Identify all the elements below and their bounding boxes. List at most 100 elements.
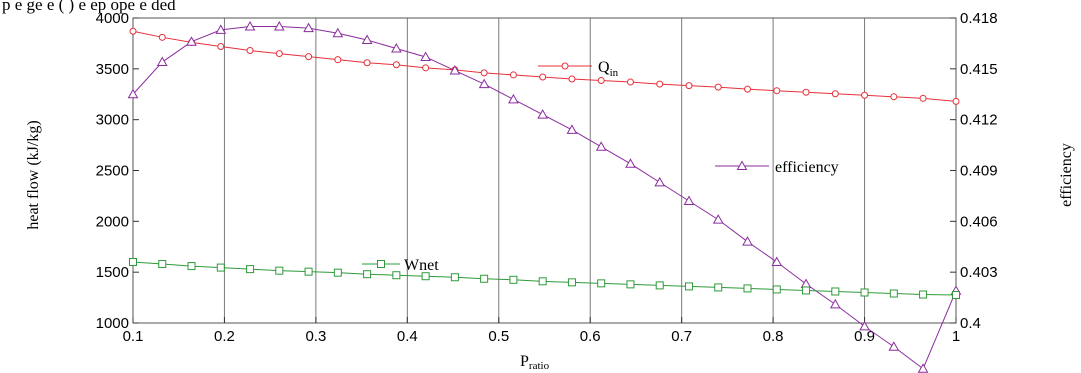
- point-efficiency: [244, 20, 256, 31]
- point-wnet: [567, 278, 576, 287]
- point-wnet: [626, 280, 635, 289]
- point-q: [246, 47, 254, 55]
- point-q: [919, 94, 927, 102]
- point-wnet: [743, 284, 752, 293]
- point-q: [158, 33, 166, 41]
- point-wnet: [392, 271, 401, 280]
- point-efficiency: [683, 195, 695, 205]
- legend-marker-wnet: [377, 260, 385, 268]
- point-q: [597, 77, 605, 85]
- y-tick-label: 2000: [96, 213, 129, 230]
- point-wnet: [304, 267, 313, 276]
- point-efficiency: [391, 42, 402, 53]
- point-q: [539, 73, 547, 81]
- point-efficiency: [566, 124, 578, 134]
- point-efficiency: [917, 363, 929, 373]
- y-tick-label: 2500: [96, 163, 129, 180]
- x-tick-label: 0.9: [854, 328, 875, 345]
- point-wnet: [158, 260, 167, 269]
- series-group: [127, 20, 962, 373]
- point-efficiency: [829, 298, 841, 309]
- point-q: [217, 42, 225, 50]
- point-wnet: [363, 270, 372, 279]
- legend-marker-q: [561, 62, 569, 70]
- point-efficiency: [186, 36, 197, 46]
- caption-fragment: p e ge e ( ) e ep ope e ded: [2, 0, 176, 14]
- x-tick-label: 0.2: [214, 328, 235, 345]
- y2-tick-label: 0.406: [960, 213, 998, 230]
- point-wnet: [919, 290, 928, 299]
- point-efficiency: [215, 24, 227, 34]
- point-q: [773, 87, 781, 95]
- point-efficiency: [800, 278, 812, 289]
- point-q: [656, 80, 664, 88]
- y-axis-label: heat flow (kJ/kg): [25, 120, 42, 229]
- point-wnet: [684, 282, 693, 291]
- y2-tick-label: 0.412: [960, 112, 998, 129]
- point-wnet: [538, 277, 547, 286]
- point-wnet: [802, 286, 811, 295]
- point-efficiency: [420, 51, 431, 61]
- point-efficiency: [537, 109, 549, 119]
- point-q: [952, 97, 960, 105]
- point-wnet: [889, 289, 898, 298]
- y-tick-label: 1000: [96, 315, 129, 332]
- point-q: [626, 78, 634, 86]
- point-q: [363, 59, 371, 67]
- point-efficiency: [888, 341, 900, 351]
- point-efficiency: [156, 56, 168, 67]
- y-tick-label: 3500: [96, 61, 129, 78]
- point-efficiency: [478, 78, 490, 89]
- y-tick-label: 1500: [96, 264, 129, 281]
- point-efficiency: [742, 236, 753, 246]
- point-wnet: [275, 266, 284, 275]
- y-tick-label: 4000: [96, 10, 129, 27]
- grid: [223, 18, 866, 323]
- point-efficiency: [127, 88, 139, 99]
- y2-tick-label: 0.4: [960, 315, 981, 332]
- x-tick-label: 0.1: [123, 328, 144, 345]
- legend-label-efficiency: efficiency: [775, 159, 839, 176]
- x-tick-label: 0.6: [580, 328, 601, 345]
- x-tick-label: 0.4: [397, 328, 418, 345]
- point-efficiency: [595, 141, 607, 151]
- point-wnet: [129, 258, 137, 266]
- point-q: [509, 71, 517, 79]
- x-axis-label: Pratio: [520, 353, 550, 372]
- point-wnet: [187, 262, 196, 271]
- x-tick-label: 0.8: [763, 328, 784, 345]
- point-q: [831, 90, 839, 98]
- x-tick-label: 1: [952, 328, 960, 345]
- point-wnet: [772, 285, 781, 294]
- point-q: [422, 64, 430, 72]
- point-q: [480, 69, 488, 77]
- point-wnet: [246, 265, 255, 274]
- x-axis: 0.1 0.2 0.3 0.4 0.5 0.6 0.7 0.8 0.9 1: [123, 317, 960, 345]
- y2-axis-label: efficiency: [1058, 143, 1075, 207]
- y2-tick-label: 0.403: [960, 264, 998, 281]
- point-wnet: [421, 272, 430, 281]
- point-efficiency: [771, 256, 783, 266]
- point-q: [802, 88, 810, 96]
- point-q: [714, 83, 722, 91]
- legend-label-wnet: Wnet: [404, 257, 439, 274]
- x-tick-label: 0.5: [488, 328, 509, 345]
- point-wnet: [952, 291, 960, 300]
- point-efficiency: [712, 214, 724, 224]
- point-wnet: [655, 281, 664, 290]
- point-wnet: [333, 268, 342, 277]
- point-efficiency: [449, 65, 461, 75]
- y2-tick-label: 0.415: [960, 61, 998, 78]
- legend-label-q: Qin: [598, 59, 619, 79]
- point-efficiency: [273, 20, 285, 31]
- point-wnet: [509, 275, 518, 284]
- point-q: [568, 75, 576, 83]
- point-q: [334, 56, 342, 64]
- point-wnet: [831, 287, 840, 296]
- point-efficiency: [361, 34, 373, 45]
- point-efficiency: [303, 22, 314, 33]
- y-tick-label: 3000: [96, 112, 129, 129]
- point-wnet: [216, 263, 225, 272]
- point-wnet: [860, 288, 869, 297]
- y-axis-right: 0.4 0.403 0.406 0.409 0.412 0.415 0.418: [950, 10, 998, 332]
